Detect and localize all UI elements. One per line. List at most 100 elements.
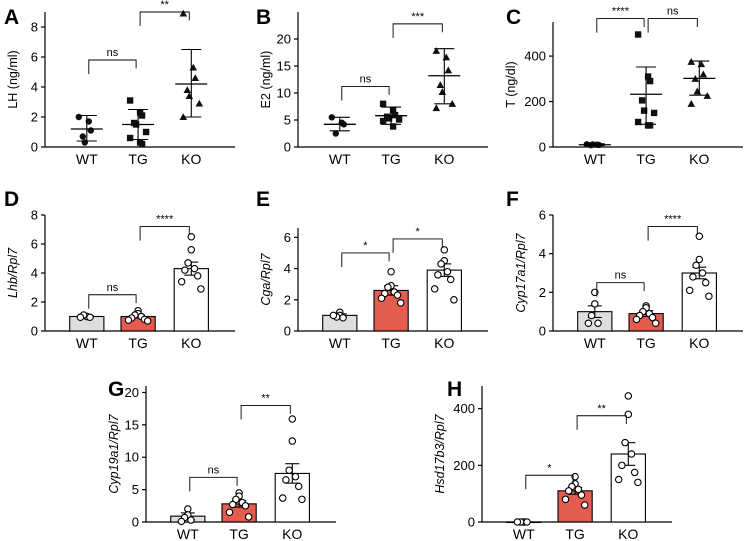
x-tick-label-tg: TG	[565, 526, 584, 541]
y-tick-label: 6	[31, 50, 38, 65]
significance-label: *	[416, 226, 421, 238]
data-point	[228, 500, 237, 509]
panel-d: D 0 2 4 6 8 Lhb/Rpl7 WT TG KO ns ****	[4, 188, 235, 351]
significance-bracket	[596, 18, 645, 33]
data-point	[577, 491, 586, 499]
data-point	[689, 273, 697, 281]
data-point	[640, 107, 648, 114]
x-tick-label-wt: WT	[177, 526, 199, 541]
data-point	[627, 450, 636, 458]
data-point	[75, 113, 83, 121]
panel-letter-a: A	[4, 6, 19, 29]
data-point	[438, 88, 447, 95]
y-axis-label: Cyp19a1/Rpl7	[107, 413, 121, 493]
data-point	[195, 99, 204, 107]
significance-label: ns	[667, 6, 679, 18]
data-point	[332, 130, 339, 137]
data-point	[695, 255, 704, 264]
y-tick-label: 6	[31, 237, 38, 252]
y-axis-label: LH (ng/ml)	[6, 50, 20, 108]
y-axis-label: Lhb/Rpl7	[6, 247, 20, 298]
data-point	[591, 300, 599, 308]
significance-label: **	[597, 403, 606, 415]
y-tick-label: 2	[31, 295, 38, 310]
x-tick-label-ko: KO	[434, 151, 454, 167]
y-tick-label: 200	[524, 94, 546, 109]
data-point	[446, 275, 455, 284]
x-tick-label-ko: KO	[282, 526, 302, 541]
data-point	[687, 100, 696, 107]
panel-f: F 0 2 4 6 Cyp17a1/Rpl7 WT TG KO ns ****	[506, 188, 743, 351]
data-point	[185, 92, 194, 100]
y-tick-label: 5	[284, 113, 291, 128]
x-tick-label-ko: KO	[689, 151, 709, 167]
significance-label: ****	[156, 214, 174, 226]
significance-bracket	[88, 59, 137, 74]
y-tick-label: 0	[284, 324, 291, 339]
significance-bracket	[392, 238, 443, 253]
data-point	[646, 122, 654, 129]
bar-ko	[173, 268, 209, 332]
significance-bracket	[647, 18, 698, 33]
x-tick-label-tg: TG	[381, 335, 400, 351]
data-point	[187, 516, 195, 524]
data-point	[434, 271, 442, 279]
x-tick-label-tg: TG	[128, 151, 147, 167]
x-tick-label-wt: WT	[584, 335, 606, 351]
y-tick-label: 2	[539, 285, 546, 300]
panel-letter-h: H	[447, 378, 462, 401]
x-tick-label-tg: TG	[636, 335, 655, 351]
data-point	[379, 100, 387, 107]
data-point	[443, 267, 452, 276]
y-tick-label: 4	[31, 80, 38, 95]
significance-label: *	[363, 240, 368, 252]
significance-label: ns	[615, 270, 627, 282]
x-tick-label-ko: KO	[434, 335, 454, 351]
data-point	[523, 518, 531, 526]
y-tick-label: 4	[31, 266, 38, 281]
significance-bracket	[647, 226, 698, 241]
data-point	[187, 233, 196, 241]
data-point	[244, 513, 253, 521]
y-tick-label: 6	[539, 208, 546, 223]
bar-ko	[681, 272, 717, 332]
y-tick-label: 2	[284, 292, 291, 307]
y-tick-label: 0	[539, 324, 546, 339]
data-point	[183, 86, 192, 94]
data-point	[143, 317, 152, 325]
y-axis-label: E2 (ng/ml)	[259, 51, 273, 109]
significance-bracket	[596, 282, 645, 297]
data-point	[594, 319, 602, 328]
y-tick-label: 0	[284, 140, 291, 155]
x-tick-label-wt: WT	[513, 526, 535, 541]
y-tick-label: 6	[284, 230, 291, 245]
y-axis-label: Cga/Rpl7	[259, 252, 273, 305]
data-point	[377, 294, 386, 302]
panel-letter-f: F	[506, 188, 519, 211]
significance-bracket	[139, 11, 190, 26]
panel-c: C 0 200 400 T (ng/dl) WT TG KO **** ns	[504, 6, 743, 167]
significance-label: **	[261, 392, 270, 404]
y-tick-label: 0	[132, 515, 139, 530]
significance-label: ****	[612, 6, 630, 18]
significance-label: ns	[107, 282, 119, 294]
data-point	[648, 313, 657, 322]
data-point	[181, 266, 189, 274]
panel-letter-e: E	[256, 188, 270, 211]
data-point	[432, 47, 441, 54]
significance-label: ns	[208, 464, 220, 476]
data-point	[384, 283, 392, 292]
panel-letter-g: G	[108, 378, 124, 401]
panel-e: E 0 2 4 6 Cga/Rpl7 WT TG KO * *	[256, 188, 488, 351]
y-tick-label: 400	[524, 49, 546, 64]
y-tick-label: 400	[453, 401, 475, 416]
significance-bracket	[341, 252, 390, 267]
data-point	[190, 264, 199, 273]
data-point	[634, 478, 642, 487]
data-point	[379, 117, 387, 125]
data-point	[701, 278, 710, 287]
x-tick-label-wt: WT	[329, 151, 351, 167]
y-tick-label: 5	[132, 482, 139, 497]
y-tick-label: 0	[31, 324, 38, 339]
